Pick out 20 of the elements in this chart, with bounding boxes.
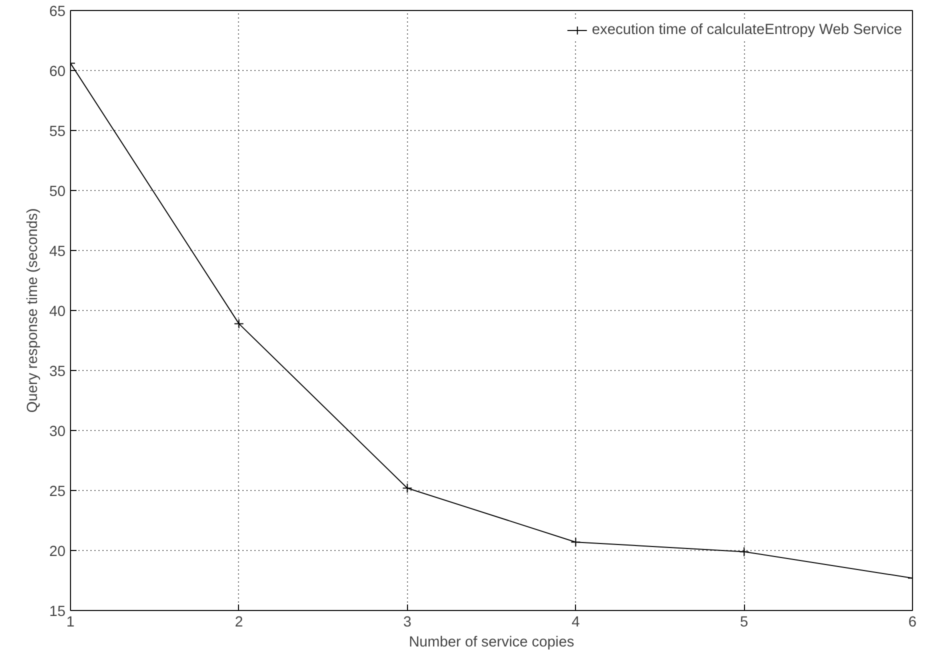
y-tick-label: 15 xyxy=(49,604,66,620)
y-tick-label: 45 xyxy=(49,244,66,260)
y-tick-label: 50 xyxy=(49,184,66,200)
y-tick-label: 30 xyxy=(49,424,66,440)
x-tick-label: 5 xyxy=(740,614,748,630)
x-tick-label: 6 xyxy=(908,614,917,630)
y-tick-label: 40 xyxy=(49,304,66,320)
x-axis-title: Number of service copies xyxy=(408,634,574,650)
x-tick-label: 1 xyxy=(66,614,75,630)
y-tick-label: 35 xyxy=(49,364,66,380)
y-tick-label: 20 xyxy=(49,544,66,560)
y-tick-label: 25 xyxy=(49,484,66,500)
y-tick-label: 65 xyxy=(49,4,66,20)
y-tick-label: 55 xyxy=(49,124,66,140)
y-tick-label: 60 xyxy=(49,64,66,80)
legend-label: execution time of calculateEntropy Web Service xyxy=(592,22,902,38)
x-tick-label: 2 xyxy=(234,614,243,630)
x-tick-label: 4 xyxy=(572,614,580,630)
x-tick-label: 3 xyxy=(403,614,412,630)
y-axis-title: Query response time (seconds) xyxy=(25,208,42,413)
